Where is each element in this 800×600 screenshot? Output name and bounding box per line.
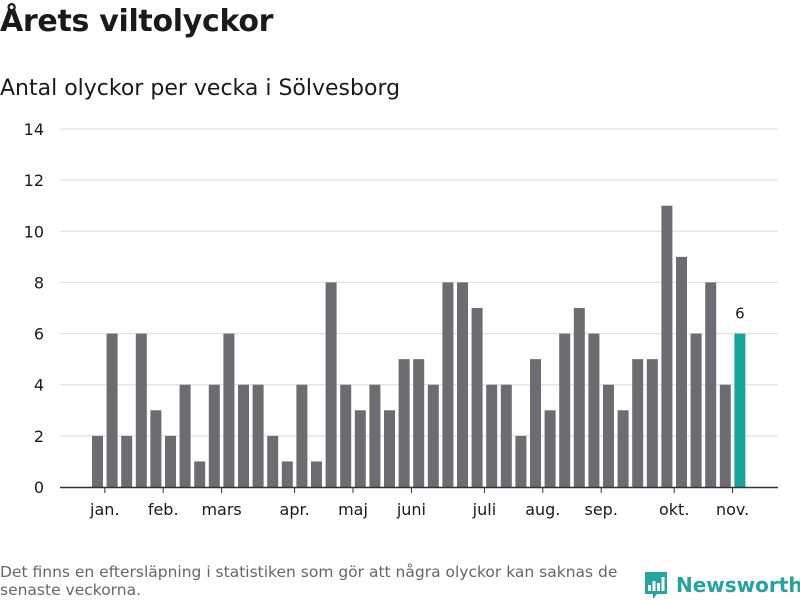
- chart-subtitle: Antal olyckor per vecka i Sölvesborg: [0, 76, 401, 101]
- bar: [369, 384, 381, 487]
- bar: [252, 384, 264, 487]
- bar: [603, 384, 614, 487]
- bar: [500, 384, 512, 487]
- newsworthy-logo-text: Newsworthy: [676, 573, 800, 597]
- bar: [486, 384, 498, 487]
- bar: [690, 333, 702, 487]
- bar: [646, 359, 658, 487]
- x-tick-label: sep.: [584, 500, 617, 519]
- x-tick-label: aug.: [525, 500, 560, 519]
- bar: [106, 333, 118, 487]
- bar: [427, 384, 439, 487]
- bar: [194, 461, 206, 487]
- bar: [267, 435, 279, 487]
- bar: [325, 282, 337, 487]
- bar: [530, 359, 541, 487]
- y-tick-label: 6: [34, 325, 44, 344]
- bar: [544, 410, 556, 487]
- x-tick-label: jan.: [89, 500, 119, 519]
- y-tick-label: 14: [24, 120, 44, 139]
- y-tick-label: 8: [34, 273, 44, 292]
- y-tick-label: 2: [34, 427, 44, 446]
- bar: [208, 384, 220, 487]
- x-tick-label: juli: [472, 500, 496, 519]
- bar-highlight: [734, 333, 746, 487]
- bar: [573, 308, 585, 487]
- newsworthy-logo-icon: [645, 572, 667, 599]
- bar: [676, 256, 687, 487]
- x-tick-label: maj: [338, 500, 368, 519]
- newsworthy-logo: Newsworthy: [644, 570, 800, 600]
- bar: [238, 384, 249, 487]
- bar: [92, 435, 103, 487]
- bar: [705, 282, 717, 487]
- y-tick-label: 0: [34, 478, 44, 497]
- x-tick-label: mars: [201, 500, 241, 519]
- data-label: 6: [735, 305, 745, 323]
- x-tick-label: juni: [396, 500, 426, 519]
- bar: [632, 359, 644, 487]
- bar: [150, 410, 162, 487]
- bar: [384, 410, 395, 487]
- bar: [340, 384, 352, 487]
- bar: [296, 384, 308, 487]
- bar: [413, 359, 425, 487]
- bar: [135, 333, 147, 487]
- bar: [442, 282, 454, 487]
- bar: [515, 435, 527, 487]
- bar: [471, 308, 483, 487]
- bar: [559, 333, 571, 487]
- y-tick-label: 12: [24, 171, 44, 190]
- bar: [165, 435, 176, 487]
- bar: [617, 410, 629, 487]
- y-tick-label: 4: [34, 376, 44, 395]
- bar: [121, 435, 133, 487]
- bar: [179, 384, 191, 487]
- chart-title: Årets viltolyckor: [0, 4, 274, 39]
- bar: [354, 410, 366, 487]
- bar: [719, 384, 731, 487]
- x-tick-label: apr.: [280, 500, 310, 519]
- bar: [588, 333, 600, 487]
- x-tick-label: nov.: [716, 500, 749, 519]
- bar: [457, 282, 468, 487]
- y-tick-label: 10: [24, 222, 44, 241]
- bar: [281, 461, 293, 487]
- bar: [311, 461, 322, 487]
- x-tick-label: feb.: [148, 500, 179, 519]
- bar: [223, 333, 235, 487]
- bar: [398, 359, 410, 487]
- x-tick-label: okt.: [659, 500, 689, 519]
- bar: [661, 205, 673, 487]
- footnote: Det finns en eftersläpning i statistiken…: [0, 563, 618, 599]
